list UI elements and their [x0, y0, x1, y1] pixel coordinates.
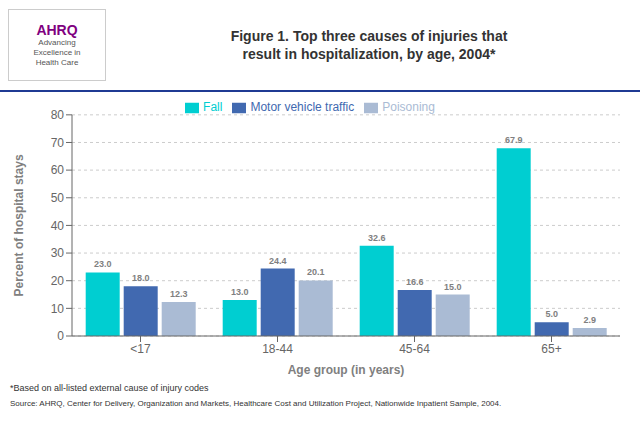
html-text:Fall: Fall [203, 100, 223, 114]
html-text:Advancing Excellence in Health: Advancing Excellence in Health Care [33, 38, 81, 67]
html-text:AHRQ: AHRQ [36, 22, 78, 38]
svg-text:67.9: 67.9 [505, 135, 523, 145]
svg-text:70: 70 [51, 136, 65, 150]
svg-text:18-44: 18-44 [262, 342, 293, 356]
svg-text:2.9: 2.9 [583, 315, 596, 325]
svg-text:Age group (in years): Age group (in years) [288, 363, 405, 377]
svg-text:16.6: 16.6 [406, 277, 424, 287]
svg-text:10: 10 [51, 302, 65, 316]
svg-text:13.0: 13.0 [231, 287, 249, 297]
svg-text:0: 0 [57, 329, 64, 343]
svg-text:20: 20 [51, 274, 65, 288]
svg-text:45-64: 45-64 [399, 342, 430, 356]
svg-text:24.4: 24.4 [269, 256, 287, 266]
html-text:Poisoning: Poisoning [382, 100, 435, 114]
svg-text:15.0: 15.0 [444, 282, 462, 292]
html-text:Motor vehicle traffic: Motor vehicle traffic [250, 100, 355, 114]
svg-text:32.6: 32.6 [368, 233, 386, 243]
html-text:*Based on all-listed external: *Based on all-listed external cause of i… [10, 383, 209, 393]
svg-text:40: 40 [51, 219, 65, 233]
svg-text:30: 30 [51, 246, 65, 260]
svg-text:<17: <17 [130, 342, 151, 356]
svg-text:Percent of hospital stays: Percent of hospital stays [12, 154, 26, 296]
svg-text:65+: 65+ [541, 342, 561, 356]
svg-text:23.0: 23.0 [94, 259, 112, 269]
html-text:Source: AHRQ, Center for Deliv: Source: AHRQ, Center for Delivery, Organ… [10, 399, 502, 408]
svg-text:20.1: 20.1 [307, 267, 325, 277]
svg-text:80: 80 [51, 108, 65, 122]
svg-text:50: 50 [51, 191, 65, 205]
svg-text:18.0: 18.0 [132, 273, 150, 283]
html-text:Figure 1. Top three causes of: Figure 1. Top three causes of injuries t… [230, 28, 508, 62]
svg-text:12.3: 12.3 [170, 289, 188, 299]
svg-text:5.0: 5.0 [545, 309, 558, 319]
svg-text:60: 60 [51, 163, 65, 177]
